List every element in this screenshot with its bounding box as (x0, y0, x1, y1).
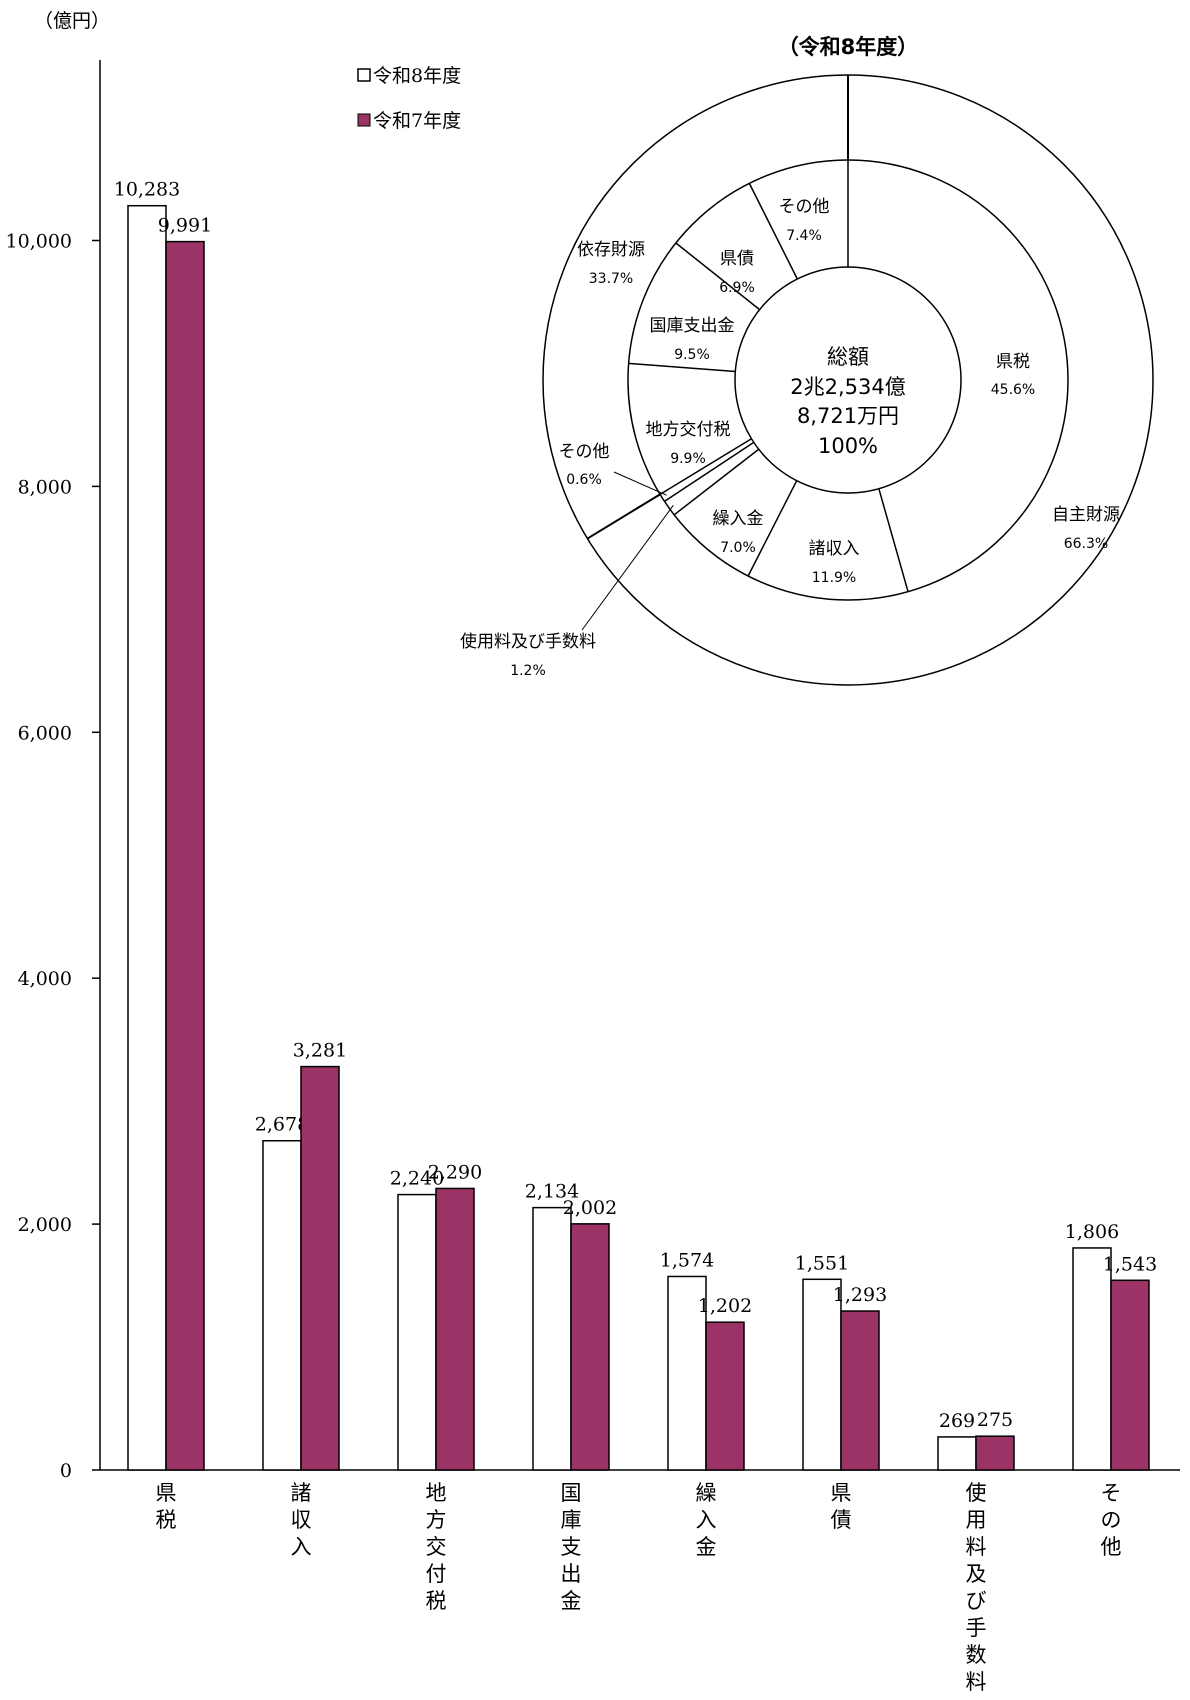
inner-divider-5 (659, 438, 752, 496)
center-label-line1: 総額 (827, 345, 869, 369)
center-label-line2: 2兆2,534億 (790, 375, 905, 399)
inner-label-kensai-name: 県債 (720, 249, 754, 269)
inner-divider-7 (675, 242, 761, 311)
donut-rings (542, 74, 1154, 686)
outer-label-izon-name: 依存財源 (577, 240, 645, 260)
bar-value-label-r8-3: 2,134 (525, 1181, 579, 1203)
donut-labels: 総額 2兆2,534億 8,721万円 100% 自主財源 66.3% 依存財源… (460, 197, 1120, 679)
inner-label-shoshunyu-pct: 11.9% (812, 570, 856, 586)
bar-value-label-r8-1: 2,678 (255, 1114, 309, 1136)
bar-value-label-r7-4: 1,202 (698, 1295, 752, 1317)
inner-divider-1 (878, 488, 909, 592)
bar-r7-1 (300, 1065, 340, 1471)
outer-label-jishu-name: 自主財源 (1052, 505, 1120, 525)
bar-value-label-r7-3: 2,002 (563, 1197, 617, 1219)
inner-label-kensai-pct: 6.9% (719, 280, 755, 296)
inner-divider-6 (628, 362, 736, 373)
y-tick-label: 6,000 (18, 722, 72, 744)
bar-r8-3 (532, 1206, 572, 1471)
inner-divider-4 (664, 441, 755, 502)
legend: 令和8年度 令和7年度 (357, 65, 461, 132)
bar-r7-4 (705, 1321, 745, 1471)
bar-value-label-r7-2: 2,290 (428, 1161, 482, 1183)
y-tick-label: 4,000 (18, 968, 72, 990)
outer-divider-1 (586, 493, 661, 540)
inner-label-chihokofuzei-pct: 9.9% (670, 451, 706, 467)
legend-swatch-r7 (357, 113, 371, 127)
bar-value-label-r7-5: 1,293 (833, 1284, 887, 1306)
outer-label-jishu-pct: 66.3% (1064, 536, 1108, 552)
bar-value-label-r8-0: 10,283 (114, 179, 180, 201)
inner-label-kokko-pct: 9.5% (674, 347, 710, 363)
donut-title: （令和8年度） (778, 35, 919, 59)
bar-r7-3 (570, 1223, 610, 1471)
inner-label-sonota-name: その他 (779, 197, 830, 217)
inner-label-kurireikin-pct: 7.0% (720, 540, 756, 556)
y-tick-label: 0 (60, 1460, 72, 1482)
bar-r7-6 (975, 1435, 1015, 1471)
bar-chart: （億円） 0 2,000 4,000 6,000 8,000 10,000 10,283 9… (6, 10, 1180, 1694)
y-axis-unit-label: （億円） (34, 10, 110, 32)
x-category-label-2: 地方交付税 (426, 1481, 447, 1613)
bar-r7-0 (165, 240, 205, 1471)
inner-label-sonota-small-pct: 0.6% (566, 472, 602, 488)
bar-r8-2 (397, 1193, 437, 1471)
bar-r8-1 (262, 1139, 302, 1471)
bar-r7-5 (840, 1310, 880, 1471)
x-category-label-7: その他 (1101, 1481, 1122, 1559)
inner-divider-2 (747, 480, 798, 577)
inner-label-shiyoryo-pct: 1.2% (510, 663, 546, 679)
bar-r7-7 (1110, 1279, 1150, 1471)
x-category-label-0: 県税 (156, 1481, 177, 1532)
x-category-label-5: 県債 (831, 1481, 852, 1532)
donut-chart: （令和8年度） 総額 2兆2,534億 8,721万円 100% 自主財源 66… (460, 35, 1154, 686)
inner-divider-8 (748, 183, 799, 280)
bar-value-label-r7-1: 3,281 (293, 1040, 347, 1062)
inner-label-shiyoryo-name: 使用料及び手数料 (460, 631, 596, 652)
bar-value-label-r7-6: 275 (977, 1409, 1013, 1431)
bar-value-label-r8-7: 1,806 (1065, 1221, 1119, 1243)
center-label-line3: 8,721万円 (797, 404, 899, 428)
bar-r7-2 (435, 1187, 475, 1471)
bar-value-label-r7-7: 1,543 (1103, 1253, 1157, 1275)
x-category-label-1: 諸収入 (291, 1481, 312, 1559)
y-tick-label: 8,000 (18, 476, 72, 498)
y-axis-ticks: 0 2,000 4,000 6,000 8,000 10,000 (6, 231, 100, 1482)
bar-r8-5 (802, 1278, 842, 1471)
bar-r8-0 (127, 204, 167, 1471)
bar-value-label-r8-4: 1,574 (660, 1249, 714, 1271)
inner-label-kokko-name: 国庫支出金 (650, 316, 735, 336)
outer-label-izon-pct: 33.7% (589, 271, 633, 287)
legend-swatch-r8 (357, 68, 371, 82)
x-category-label-4: 繰入金 (696, 1481, 717, 1559)
inner-label-chihokofuzei-name: 地方交付税 (646, 420, 731, 440)
y-tick-label: 10,000 (6, 231, 72, 253)
leader-line-shiyoryo (581, 505, 674, 631)
inner-label-kurireikin-name: 繰入金 (713, 509, 764, 529)
bar-value-label-r8-2: 2,240 (390, 1168, 444, 1190)
bar-value-label-r8-5: 1,551 (795, 1252, 849, 1274)
bar-r8-6 (937, 1436, 977, 1471)
y-tick-label: 2,000 (18, 1214, 72, 1236)
x-category-label-3: 国庫支出金 (561, 1481, 582, 1613)
inner-divider-3 (673, 448, 760, 516)
inner-label-kenzei-pct: 45.6% (991, 382, 1035, 398)
inner-label-kenzei-name: 県税 (996, 352, 1030, 372)
inner-label-sonota-small-name: その他 (559, 442, 610, 462)
legend-label-r8: 令和8年度 (373, 65, 461, 87)
center-label-line4: 100% (818, 434, 878, 458)
bar-value-label-r8-6: 269 (939, 1410, 975, 1432)
x-axis-category-labels: 県税 諸収入 地方交付税 国庫支出金 繰入金 県債 使用料及び手数料 その他 (156, 1481, 1122, 1694)
bar-value-label-r7-0: 9,991 (158, 215, 212, 237)
inner-label-sonota-pct: 7.4% (786, 228, 822, 244)
legend-label-r7: 令和7年度 (373, 110, 461, 132)
leader-line-sonota-small (613, 471, 667, 496)
x-category-label-6: 使用料及び手数料 (966, 1481, 987, 1694)
inner-label-shoshunyu-name: 諸収入 (809, 539, 860, 559)
bar-r8-7 (1072, 1247, 1112, 1471)
